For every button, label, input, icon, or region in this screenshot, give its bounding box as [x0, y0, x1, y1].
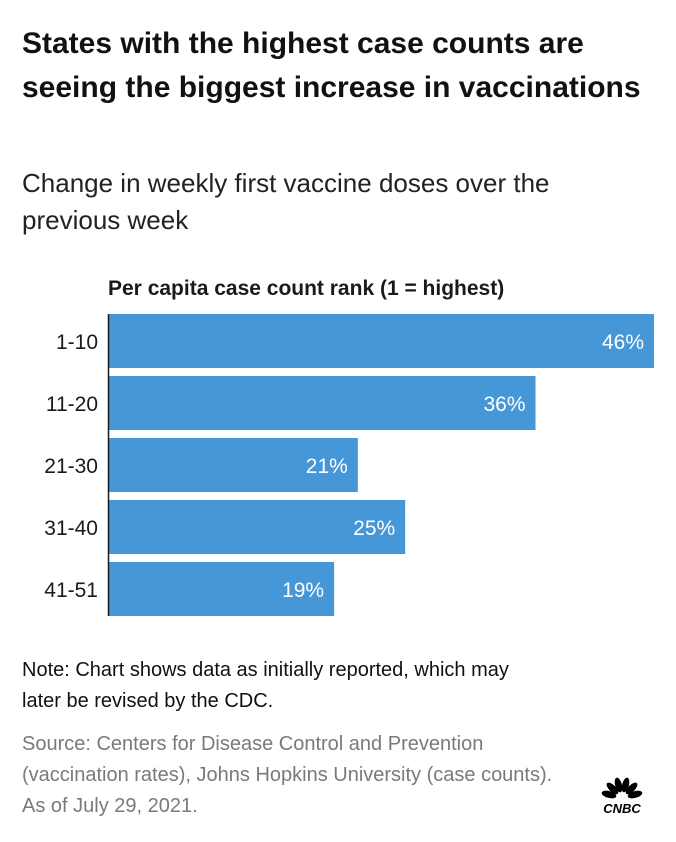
source-text: Source: Centers for Disease Control and …	[22, 733, 553, 817]
category-label: 31-40	[44, 517, 98, 540]
bar-value-label: 46%	[602, 331, 644, 354]
bar	[109, 376, 536, 430]
peacock-feather	[625, 782, 638, 795]
bar	[109, 438, 358, 492]
category-label: 1-10	[56, 331, 98, 354]
peacock-feather	[627, 790, 643, 799]
bar	[109, 500, 406, 554]
bar-value-label: 21%	[306, 455, 348, 478]
bar-value-label: 19%	[282, 579, 324, 602]
bar-chart: Per capita case count rank (1 = highest)…	[44, 277, 654, 616]
bar	[109, 314, 654, 368]
peacock-feather	[606, 782, 619, 795]
bar	[109, 562, 335, 616]
cnbc-logo: CNBC	[601, 777, 643, 816]
chart-title: States with the highest case counts are …	[22, 27, 641, 104]
footnote: Note: Chart shows data as initially repo…	[22, 659, 509, 712]
peacock-feather	[614, 777, 623, 793]
category-label: 11-20	[46, 393, 98, 416]
category-label: 41-51	[44, 579, 98, 602]
bar-value-label: 25%	[353, 517, 395, 540]
cnbc-wordmark: CNBC	[603, 801, 641, 816]
bar-value-label: 36%	[483, 393, 525, 416]
category-label: 21-30	[44, 455, 98, 478]
rank-axis-title: Per capita case count rank (1 = highest)	[108, 277, 504, 300]
chart-subtitle: Change in weekly first vaccine doses ove…	[22, 168, 550, 235]
